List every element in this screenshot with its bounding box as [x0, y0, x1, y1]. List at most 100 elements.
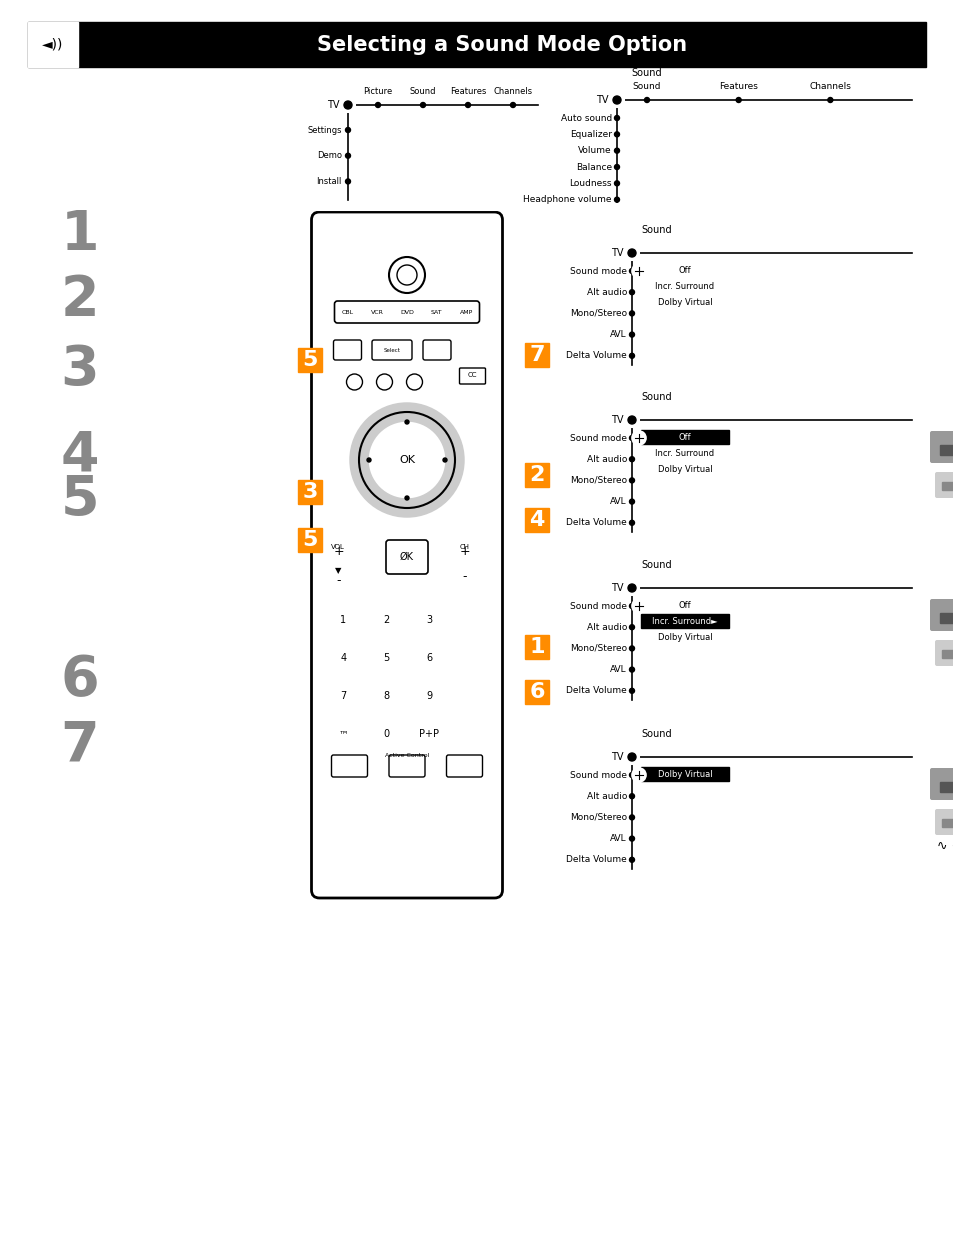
- Circle shape: [627, 584, 636, 592]
- Circle shape: [629, 478, 634, 483]
- Circle shape: [329, 720, 357, 748]
- Bar: [524, 343, 548, 367]
- Circle shape: [827, 98, 832, 103]
- FancyBboxPatch shape: [389, 755, 424, 777]
- Text: ØK: ØK: [399, 552, 414, 562]
- Bar: [566, 391, 921, 540]
- Text: 3: 3: [426, 615, 432, 625]
- Bar: [566, 225, 921, 373]
- Text: Alt audio: Alt audio: [586, 454, 626, 463]
- Text: -: -: [462, 571, 466, 583]
- Bar: [639, 766, 729, 784]
- Circle shape: [614, 116, 618, 121]
- Circle shape: [629, 773, 634, 778]
- Text: 7: 7: [340, 692, 346, 701]
- Circle shape: [629, 857, 634, 862]
- Text: Sound mode: Sound mode: [569, 771, 626, 779]
- Circle shape: [367, 458, 371, 462]
- Circle shape: [614, 148, 618, 153]
- Bar: [939, 445, 953, 454]
- Text: Loudness: Loudness: [569, 179, 612, 188]
- Circle shape: [629, 646, 634, 651]
- FancyBboxPatch shape: [934, 640, 953, 666]
- Text: 4: 4: [340, 653, 346, 663]
- FancyBboxPatch shape: [331, 755, 367, 777]
- Text: Alt audio: Alt audio: [586, 792, 626, 800]
- Circle shape: [631, 264, 645, 278]
- Text: Channels: Channels: [808, 82, 850, 91]
- Text: AVL: AVL: [610, 330, 626, 340]
- Circle shape: [629, 457, 634, 462]
- Text: Balance: Balance: [576, 163, 612, 172]
- Text: Dolby Virtual: Dolby Virtual: [657, 632, 712, 641]
- Circle shape: [629, 625, 634, 630]
- Circle shape: [329, 606, 357, 634]
- Text: Incr. Surround►: Incr. Surround►: [652, 616, 717, 625]
- Text: Auto sound: Auto sound: [560, 114, 612, 122]
- Bar: [297, 480, 322, 504]
- Polygon shape: [352, 144, 461, 215]
- Circle shape: [614, 164, 618, 169]
- Text: Equalizer: Equalizer: [569, 130, 612, 138]
- Text: Sound: Sound: [632, 82, 660, 91]
- Text: 6: 6: [529, 682, 544, 701]
- Text: Sound: Sound: [641, 225, 672, 235]
- Text: ∿ ∿: ∿ ∿: [936, 841, 953, 853]
- Circle shape: [416, 606, 443, 634]
- Circle shape: [629, 436, 634, 441]
- Text: Mono/Stereo: Mono/Stereo: [569, 309, 626, 317]
- FancyBboxPatch shape: [312, 212, 502, 898]
- Text: Off: Off: [678, 432, 691, 441]
- FancyBboxPatch shape: [929, 768, 953, 800]
- Circle shape: [629, 290, 634, 295]
- Text: Select: Select: [383, 347, 400, 352]
- Text: 6: 6: [426, 653, 432, 663]
- Text: 5: 5: [383, 653, 389, 663]
- Text: OK: OK: [398, 454, 415, 466]
- FancyBboxPatch shape: [422, 340, 451, 359]
- Text: Delta Volume: Delta Volume: [566, 519, 626, 527]
- Text: ◄)): ◄)): [42, 37, 64, 52]
- Circle shape: [624, 750, 639, 764]
- Bar: [941, 482, 953, 490]
- Bar: [566, 559, 921, 708]
- Text: Demo: Demo: [316, 151, 341, 161]
- Text: Sound mode: Sound mode: [569, 433, 626, 442]
- Text: 1: 1: [61, 207, 99, 262]
- Text: 3: 3: [61, 343, 99, 396]
- Text: Install: Install: [316, 177, 341, 186]
- Text: Settings: Settings: [307, 126, 341, 135]
- Text: Incr. Surround: Incr. Surround: [655, 282, 714, 290]
- FancyBboxPatch shape: [334, 340, 361, 359]
- Bar: [939, 613, 953, 622]
- Text: Channels: Channels: [493, 86, 532, 96]
- Text: Dolby Virtual: Dolby Virtual: [657, 769, 712, 778]
- Text: 3: 3: [302, 482, 317, 501]
- Text: Sound: Sound: [641, 559, 672, 571]
- Text: TV: TV: [611, 248, 623, 258]
- Text: Delta Volume: Delta Volume: [566, 856, 626, 864]
- Circle shape: [510, 103, 515, 107]
- Text: 8: 8: [383, 692, 389, 701]
- Text: Features: Features: [450, 86, 486, 96]
- Text: ™: ™: [338, 729, 348, 739]
- Circle shape: [629, 520, 634, 525]
- Bar: [941, 650, 953, 658]
- Circle shape: [629, 311, 634, 316]
- Text: Incr. Surround: Incr. Surround: [655, 448, 714, 457]
- Text: 5: 5: [302, 350, 317, 370]
- Circle shape: [736, 98, 740, 103]
- Circle shape: [629, 667, 634, 672]
- Circle shape: [629, 353, 634, 358]
- FancyBboxPatch shape: [929, 599, 953, 631]
- Circle shape: [614, 180, 618, 185]
- Bar: [327, 545, 349, 585]
- FancyBboxPatch shape: [934, 809, 953, 835]
- Bar: [639, 429, 729, 479]
- Text: AVL: AVL: [610, 498, 626, 506]
- Text: 7: 7: [61, 718, 99, 772]
- FancyBboxPatch shape: [459, 368, 485, 384]
- Bar: [524, 463, 548, 487]
- Text: 2: 2: [61, 273, 99, 327]
- Circle shape: [627, 753, 636, 761]
